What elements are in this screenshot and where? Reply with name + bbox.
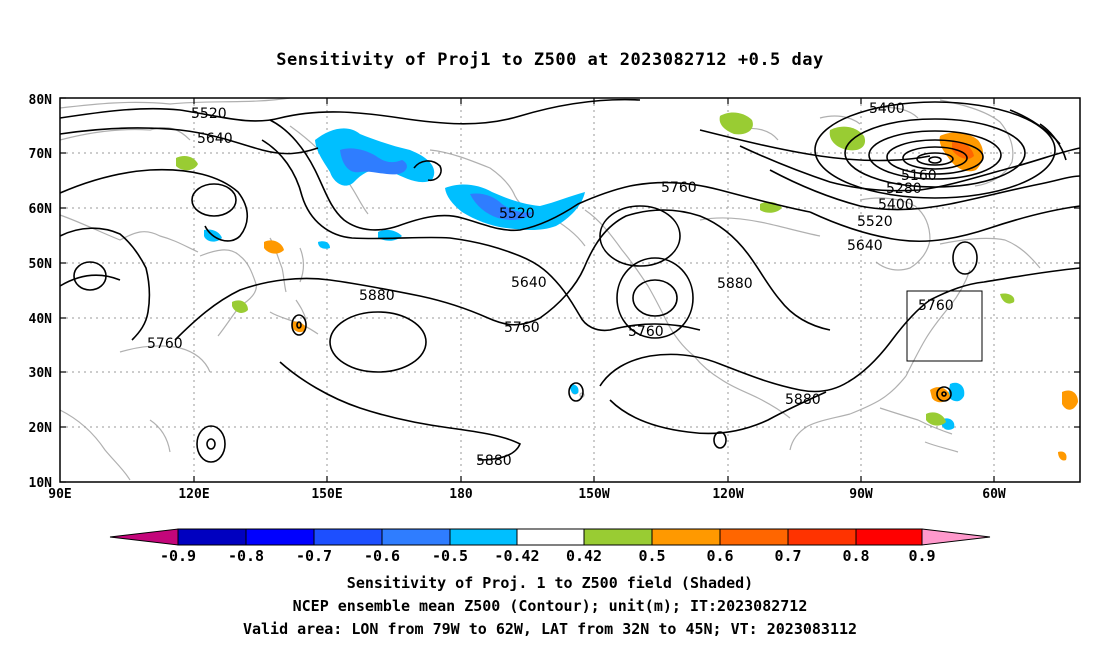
- axis-ticks: [60, 97, 1080, 483]
- lat-label: 30N: [29, 366, 53, 381]
- shade-positive-10: [1062, 390, 1078, 410]
- lon-label: 90W: [849, 487, 873, 502]
- shade-positive-9: [930, 387, 950, 403]
- colorbar-label: 0.42: [566, 547, 602, 565]
- contour-label: 5760: [147, 336, 183, 352]
- caption-contour: NCEP ensemble mean Z500 (Contour); unit(…: [292, 597, 808, 615]
- shade-positive-7: [232, 300, 248, 313]
- colorbar-label: -0.42: [494, 547, 539, 565]
- lat-label: 60N: [29, 202, 53, 217]
- longitude-labels: 90E 120E 150E 180 150W 120W 90W 60W: [48, 487, 1006, 502]
- lat-label: 70N: [29, 147, 53, 162]
- colorbar-cell: [651, 528, 721, 546]
- contour-label: 5520: [857, 214, 893, 230]
- contour-label: 5280: [886, 181, 922, 197]
- contour-label: 5400: [869, 101, 905, 117]
- colorbar-high-arrow: [921, 528, 991, 546]
- shade-positive-3: [952, 141, 974, 159]
- colorbar-cell: [516, 528, 585, 546]
- colorbar-low-arrow: [109, 528, 179, 546]
- contour-label: 5760: [918, 298, 954, 314]
- contour-label: 5520: [499, 206, 535, 222]
- chart-title: Sensitivity of Proj1 to Z500 at 20230827…: [276, 50, 824, 70]
- colorbar-cell: [245, 528, 315, 546]
- shade-positive-5: [176, 156, 198, 171]
- colorbar: [109, 528, 991, 546]
- latitude-labels: 80N 70N 60N 50N 40N 30N 20N 10N: [29, 93, 53, 491]
- shade-positive-8: [292, 321, 306, 333]
- shade-negative-9: [570, 384, 579, 395]
- colorbar-label: -0.6: [364, 547, 400, 565]
- lat-label: 20N: [29, 421, 53, 436]
- caption-shaded: Sensitivity of Proj. 1 to Z500 field (Sh…: [346, 574, 754, 592]
- shade-positive-1: [829, 126, 866, 151]
- colorbar-label: -0.9: [160, 547, 196, 565]
- contour-labels: 5520 5640 5520 5640 5760 5760 5760 5880 …: [147, 101, 954, 469]
- contour-label: 5400: [878, 197, 914, 213]
- colorbar-label: -0.5: [432, 547, 468, 565]
- contour-label: 5520: [191, 106, 227, 122]
- shade-negative-4: [470, 193, 534, 220]
- colorbar-label: 0.8: [842, 547, 869, 565]
- colorbar-label: 0.7: [774, 547, 801, 565]
- lat-label: 10N: [29, 476, 53, 491]
- contour-label: 5880: [785, 392, 821, 408]
- lon-label: 150E: [311, 487, 342, 502]
- colorbar-labels: -0.9 -0.8 -0.7 -0.6 -0.5 -0.42 0.42 0.5 …: [160, 547, 936, 565]
- lon-label: 60W: [982, 487, 1006, 502]
- lat-label: 50N: [29, 257, 53, 272]
- contour-label: 5880: [359, 288, 395, 304]
- contour-label: 5880: [717, 276, 753, 292]
- shade-positive-12: [926, 412, 946, 426]
- contour-label: 5640: [847, 238, 883, 254]
- z500-contours: [59, 98, 1081, 463]
- lon-label: 90E: [48, 487, 71, 502]
- colorbar-cell: [583, 528, 653, 546]
- map-frame: [59, 97, 1081, 483]
- lat-label: 40N: [29, 312, 53, 327]
- contour-label: 5880: [476, 453, 512, 469]
- colorbar-label: 0.9: [908, 547, 935, 565]
- contour-label: 5640: [511, 275, 547, 291]
- colorbar-label: -0.8: [228, 547, 264, 565]
- shade-positive-4: [719, 112, 753, 135]
- shade-negative-7: [318, 241, 330, 249]
- colorbar-cell: [449, 528, 518, 546]
- colorbar-cell: [381, 528, 451, 546]
- colorbar-cell: [855, 528, 923, 546]
- caption-valid-area: Valid area: LON from 79W to 62W, LAT fro…: [242, 620, 858, 638]
- colorbar-label: 0.5: [638, 547, 665, 565]
- sensitivity-shading: [176, 112, 1078, 461]
- lon-label: 150W: [578, 487, 609, 502]
- shade-negative-8: [948, 382, 965, 402]
- shade-negative-2: [340, 148, 407, 175]
- contour-label: 5760: [661, 180, 697, 196]
- shade-positive-6: [264, 240, 284, 254]
- shade-positive-14: [1000, 293, 1015, 304]
- colorbar-cell: [177, 528, 247, 546]
- shade-positive-11: [1058, 451, 1067, 461]
- contour-label: 5760: [628, 324, 664, 340]
- valid-area-box: [906, 290, 983, 362]
- contour-label: 5760: [504, 320, 540, 336]
- colorbar-cell: [313, 528, 383, 546]
- lon-label: 180: [449, 487, 473, 502]
- colorbar-label: 0.6: [706, 547, 733, 565]
- lon-label: 120W: [712, 487, 743, 502]
- lat-label: 80N: [29, 93, 53, 108]
- contour-label: 5640: [197, 131, 233, 147]
- colorbar-cell: [719, 528, 789, 546]
- contour-label: 5160: [901, 168, 937, 184]
- colorbar-label: -0.7: [296, 547, 332, 565]
- lon-label: 120E: [178, 487, 209, 502]
- colorbar-cell: [787, 528, 857, 546]
